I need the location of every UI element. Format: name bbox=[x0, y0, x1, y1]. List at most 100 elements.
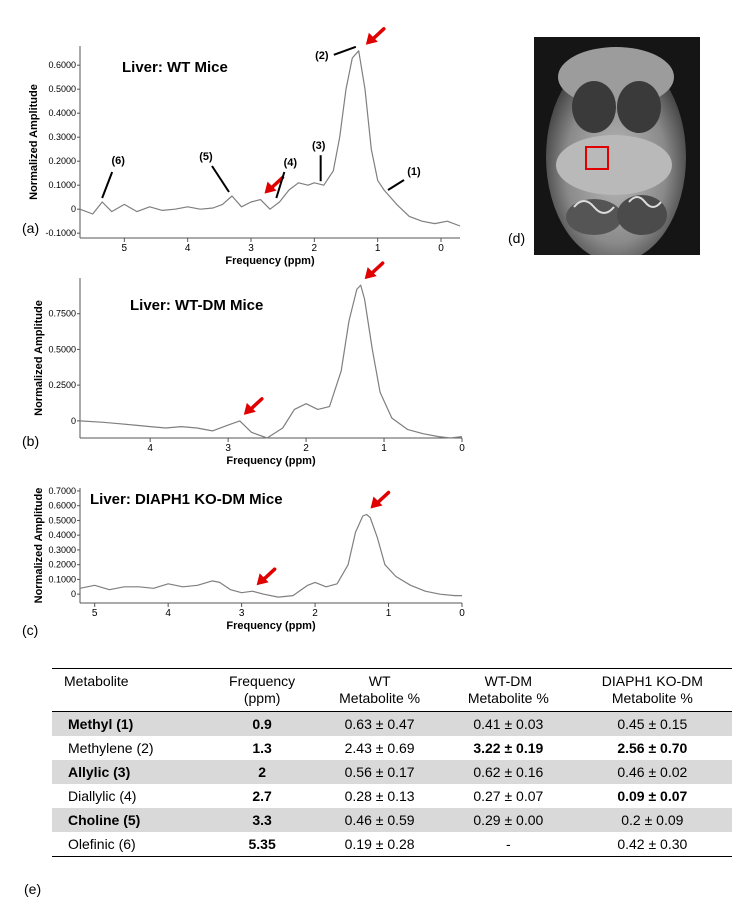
x-tick-label: 0 bbox=[459, 443, 465, 454]
x-tick-label: 3 bbox=[248, 243, 254, 254]
y-tick-label: 0.1000 bbox=[48, 180, 76, 190]
panel-letter-b: (b) bbox=[22, 433, 40, 449]
wt-cell: 0.19 ± 0.28 bbox=[344, 836, 415, 852]
svg-text:(1): (1) bbox=[407, 166, 421, 178]
panel-letter-d: (d) bbox=[508, 230, 526, 246]
table-row: Allylic (3) 2 0.56 ± 0.17 0.62 ± 0.16 0.46 ±… bbox=[52, 760, 732, 784]
y-tick-label: 0.3000 bbox=[48, 545, 76, 555]
wt-dm-cell: 0.29 ± 0.00 bbox=[443, 808, 573, 832]
x-tick-label: 0 bbox=[438, 243, 444, 254]
y-tick-label: 0.3000 bbox=[48, 132, 76, 142]
x-tick-label: 1 bbox=[381, 443, 387, 454]
spectrum-trace bbox=[79, 513, 462, 598]
x-tick-label: 3 bbox=[225, 443, 231, 454]
header-frequency: Frequency (ppm) bbox=[229, 673, 296, 706]
wt-dm-cell: 0.41 ± 0.03 bbox=[443, 711, 573, 736]
frequency-cell: 2 bbox=[208, 760, 316, 784]
x-tick-label: 5 bbox=[122, 243, 128, 254]
spectrum-chart-c: 0.7000 0.6000 0.5000 0.4000 0.3000 0.2000 0.10… bbox=[33, 486, 465, 632]
x-tick-label: 3 bbox=[239, 608, 245, 619]
ko-dm-cell: 0.45 ± 0.15 bbox=[572, 711, 732, 736]
table-row: Olefinic (6) 5.35 0.19 ± 0.28 - 0.42 ± 0.30 bbox=[52, 832, 732, 857]
frequency-cell: 3.3 bbox=[208, 808, 316, 832]
frequency-cell: 1.3 bbox=[252, 740, 272, 756]
x-tick-label: 2 bbox=[312, 608, 318, 619]
spectrum-trace bbox=[79, 284, 463, 439]
y-tick-label: 0.5000 bbox=[48, 84, 76, 94]
wt-dm-cell: 0.62 ± 0.16 bbox=[443, 760, 573, 784]
header-metabolite: Metabolite bbox=[64, 673, 129, 689]
frequency-cell: 2.7 bbox=[252, 788, 272, 804]
y-tick-label: 0.6000 bbox=[48, 501, 76, 511]
header-ko-dm: DIAPH1 KO-DM Metabolite % bbox=[601, 673, 703, 706]
table-row: Choline (5) 3.3 0.46 ± 0.59 0.29 ± 0.00 0.2 … bbox=[52, 808, 732, 832]
metabolite-table: Metabolite Frequency (ppm) WT Metabolite %… bbox=[52, 668, 732, 857]
mri-image bbox=[534, 37, 700, 255]
panel-letter-c: (c) bbox=[22, 622, 39, 638]
svg-text:(6): (6) bbox=[111, 155, 125, 167]
panel-letter-e: (e) bbox=[24, 881, 42, 897]
wt-dm-cell: - bbox=[505, 836, 511, 852]
metabolite-cell: Olefinic (6) bbox=[68, 836, 136, 852]
red-arrow-marker bbox=[264, 175, 285, 194]
svg-text:(4): (4) bbox=[284, 157, 298, 169]
peak-label-2: (2) bbox=[315, 45, 357, 62]
red-arrow-marker bbox=[256, 567, 277, 586]
table-row: Methylene (2) 1.3 2.43 ± 0.69 3.22 ± 0.19 2.… bbox=[52, 736, 732, 760]
metabolite-cell: Methylene (2) bbox=[68, 740, 154, 756]
y-tick-label: 0 bbox=[71, 589, 76, 599]
x-axis-label: Frequency (ppm) bbox=[226, 620, 316, 632]
y-tick-label: 0.7000 bbox=[48, 486, 76, 496]
metabolite-cell: Diallylic (4) bbox=[68, 788, 137, 804]
y-tick-label: 0.5000 bbox=[48, 344, 76, 354]
y-tick-label: 0.2500 bbox=[48, 380, 76, 390]
mri-illustration bbox=[534, 37, 700, 255]
x-tick-label: 4 bbox=[147, 443, 153, 454]
chart-title: Liver: WT-DM Mice bbox=[130, 297, 263, 314]
x-tick-label: 0 bbox=[459, 608, 465, 619]
peak-label-6: (6) bbox=[101, 155, 125, 199]
svg-text:(5): (5) bbox=[199, 151, 213, 163]
wt-cell: 0.56 ± 0.17 bbox=[315, 760, 444, 784]
frequency-cell: 0.9 bbox=[208, 711, 316, 736]
y-tick-label: 0.6000 bbox=[48, 60, 76, 70]
spectrum-chart-b: 0.7500 0.5000 0.2500 0 4 3 2 1 0 Liver: WT-DM Mic… bbox=[33, 261, 465, 467]
ko-dm-cell: 0.42 ± 0.30 bbox=[617, 836, 688, 852]
chart-title: Liver: WT Mice bbox=[122, 59, 228, 76]
y-axis-label: Normalized Amplitude bbox=[33, 300, 45, 416]
metabolite-cell: Allylic (3) bbox=[52, 760, 209, 784]
wt-dm-cell: 0.27 ± 0.07 bbox=[473, 788, 544, 804]
x-tick-label: 1 bbox=[375, 243, 381, 254]
y-tick-label: 0.1000 bbox=[48, 574, 76, 584]
red-arrow-marker bbox=[364, 261, 385, 280]
x-tick-label: 1 bbox=[386, 608, 392, 619]
spectrum-panel-a: 0.6000 0.5000 0.4000 0.3000 0.2000 0.1000 0 -0.… bbox=[0, 27, 470, 268]
spectrum-panel-c: 0.7000 0.6000 0.5000 0.4000 0.3000 0.2000 0.10… bbox=[0, 478, 480, 648]
wt-dm-cell: 3.22 ± 0.19 bbox=[473, 740, 544, 756]
x-tick-label: 4 bbox=[165, 608, 171, 619]
x-tick-label: 4 bbox=[185, 243, 191, 254]
metabolite-cell: Methyl (1) bbox=[52, 711, 209, 736]
y-tick-label: 0.5000 bbox=[48, 515, 76, 525]
table-row: Methyl (1) 0.9 0.63 ± 0.47 0.41 ± 0.03 0.45 … bbox=[52, 711, 732, 736]
x-tick-label: 2 bbox=[303, 443, 309, 454]
panel-letter-a: (a) bbox=[22, 220, 40, 236]
y-tick-label: 0 bbox=[71, 204, 76, 214]
y-tick-label: 0.2000 bbox=[48, 560, 76, 570]
ko-dm-cell: 0.46 ± 0.02 bbox=[572, 760, 732, 784]
metabolite-cell: Choline (5) bbox=[52, 808, 209, 832]
y-axis-label: Normalized Amplitude bbox=[28, 84, 40, 200]
y-tick-label: 0.2000 bbox=[48, 156, 76, 166]
y-tick-label: 0.4000 bbox=[48, 530, 76, 540]
spectrum-panel-b: 0.7500 0.5000 0.2500 0 4 3 2 1 0 Liver: WT-DM Mic… bbox=[0, 261, 480, 470]
wt-cell: 0.63 ± 0.47 bbox=[315, 711, 444, 736]
ko-dm-cell: 2.56 ± 0.70 bbox=[617, 740, 688, 756]
peak-label-5: (5) bbox=[199, 151, 230, 193]
wt-cell: 2.43 ± 0.69 bbox=[344, 740, 415, 756]
svg-text:(3): (3) bbox=[312, 140, 326, 152]
x-axis-label: Frequency (ppm) bbox=[226, 455, 316, 467]
spectrum-chart-a: 0.6000 0.5000 0.4000 0.3000 0.2000 0.1000 0 -0.… bbox=[28, 27, 461, 267]
spectrum-trace bbox=[79, 50, 461, 227]
wt-cell: 0.46 ± 0.59 bbox=[315, 808, 444, 832]
chart-title: Liver: DIAPH1 KO-DM Mice bbox=[90, 491, 283, 508]
